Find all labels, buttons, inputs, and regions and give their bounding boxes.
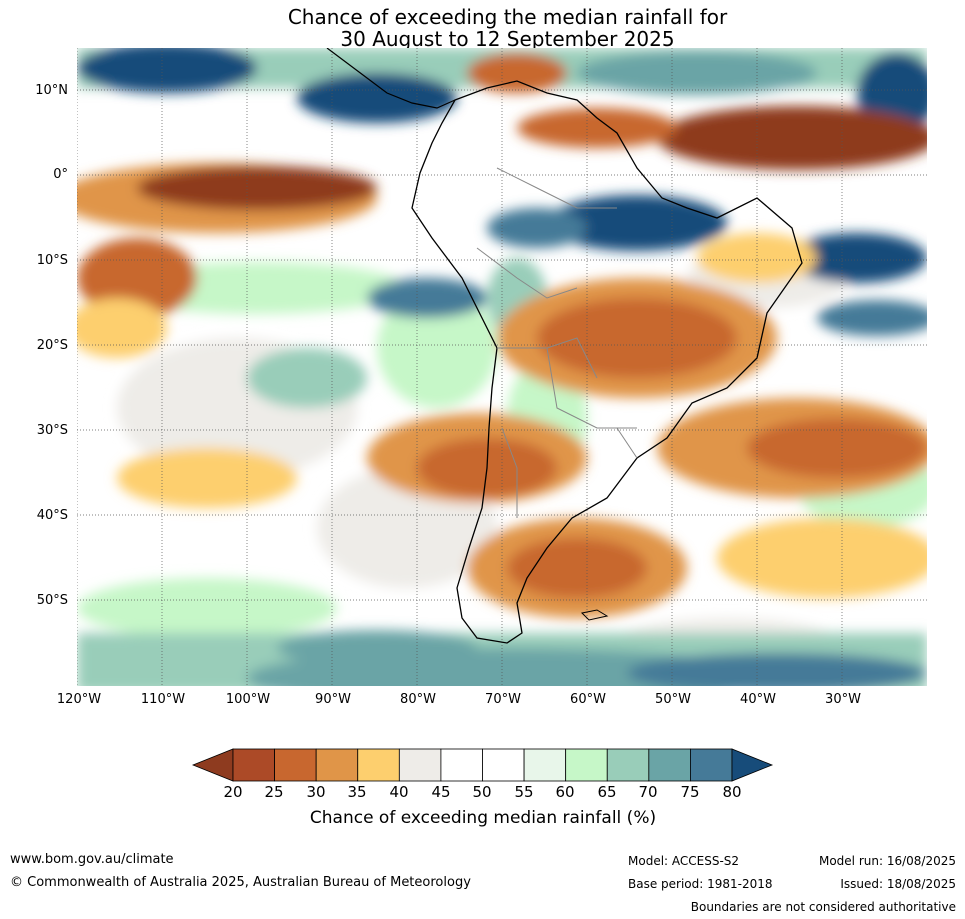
colorbar-tick-60: 60: [555, 783, 575, 801]
longitude-label-100w: 100°W: [225, 692, 271, 707]
colorbar-extend-low: [192, 748, 234, 782]
colorbar-tick-50: 50: [472, 783, 492, 801]
falkland-islands: [580, 609, 609, 621]
footer-model-run: Model run: 16/08/2025: [818, 854, 956, 868]
colorbar-tick-35: 35: [347, 783, 367, 801]
latitude-label-20s: 20°S: [36, 338, 68, 353]
longitude-label-80w: 80°W: [400, 692, 436, 707]
colorbar-swatch: [648, 748, 691, 782]
colorbar-tick-25: 25: [264, 783, 284, 801]
map-title-line-1: Chance of exceeding the median rainfall …: [287, 5, 728, 29]
colorbar-swatch: [565, 748, 608, 782]
colorbar-tick-65: 65: [597, 783, 617, 801]
latitude-label-0: 0°: [53, 167, 68, 182]
map-canvas: [77, 48, 927, 686]
longitude-label-120w: 120°W: [56, 692, 102, 707]
longitude-label-60w: 60°W: [570, 692, 606, 707]
colorbar-swatch: [690, 748, 733, 782]
colorbar-tick-70: 70: [638, 783, 658, 801]
rainfall-map: [77, 48, 927, 686]
colorbar-tick-20: 20: [223, 783, 243, 801]
colorbar-swatch: [606, 748, 650, 782]
longitude-label-90w: 90°W: [315, 692, 351, 707]
footer-issued: Issued: 18/08/2025: [840, 877, 956, 891]
central-america-coastline: [326, 48, 456, 109]
latitude-label-10s: 10°S: [36, 253, 68, 268]
latitude-label-40s: 40°S: [36, 508, 68, 523]
country-borders: [476, 167, 638, 518]
colorbar-tick-30: 30: [306, 783, 326, 801]
latitude-label-10n: 10°N: [35, 83, 68, 98]
colorbar-tick-40: 40: [389, 783, 409, 801]
latitude-label-30s: 30°S: [36, 423, 68, 438]
longitude-label-40w: 40°W: [740, 692, 776, 707]
footer-base-period: Base period: 1981-2018: [628, 877, 773, 891]
longitude-label-110w: 110°W: [140, 692, 186, 707]
colorbar-swatch: [315, 748, 359, 782]
colorbar-swatch: [274, 748, 317, 782]
colorbar-swatch: [523, 748, 567, 782]
south-america-coastline: [411, 80, 803, 644]
colorbar-swatch: [232, 748, 275, 782]
colorbar: [192, 748, 774, 782]
footer-boundaries-note: Boundaries are not considered authoritat…: [690, 900, 956, 914]
colorbar-swatch: [482, 748, 525, 782]
longitude-label-70w: 70°W: [485, 692, 521, 707]
latitude-label-50s: 50°S: [36, 593, 68, 608]
colorbar-tick-55: 55: [514, 783, 534, 801]
colorbar-extend-high: [731, 748, 774, 782]
map-title-line-2: 30 August to 12 September 2025: [340, 27, 675, 51]
footer-copyright: © Commonwealth of Australia 2025, Austra…: [10, 875, 471, 890]
colorbar-tick-45: 45: [431, 783, 451, 801]
footer-model: Model: ACCESS-S2: [628, 854, 740, 868]
longitude-label-50w: 50°W: [655, 692, 691, 707]
colorbar-swatch: [357, 748, 400, 782]
colorbar-tick-75: 75: [680, 783, 700, 801]
colorbar-swatch: [398, 748, 442, 782]
longitude-label-30w: 30°W: [825, 692, 861, 707]
graticule: [77, 48, 927, 686]
colorbar-label: Chance of exceeding median rainfall (%): [309, 808, 657, 828]
colorbar-tick-80: 80: [722, 783, 742, 801]
colorbar-swatch: [440, 748, 483, 782]
footer-url: www.bom.gov.au/climate: [10, 852, 174, 867]
